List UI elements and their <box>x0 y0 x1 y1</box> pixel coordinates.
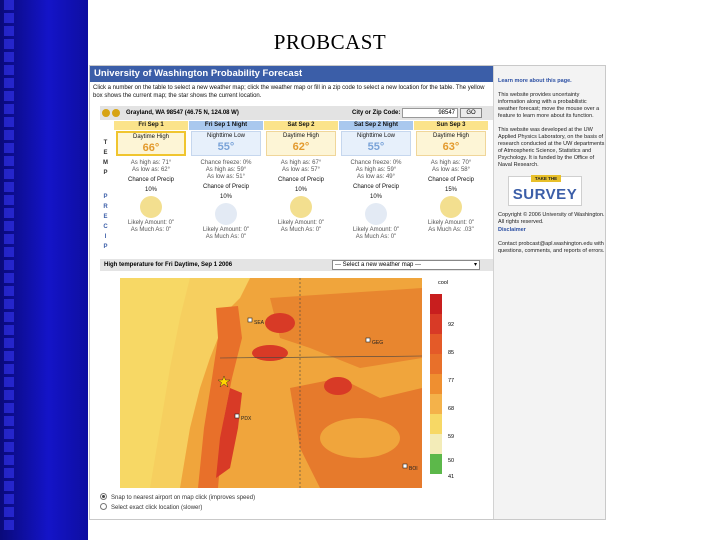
previous-location-icon[interactable] <box>102 109 110 117</box>
temp-value: 62° <box>292 141 310 153</box>
city-label-pdx: PDX <box>241 416 252 422</box>
temp-box[interactable]: Daytime High 66° <box>116 131 186 156</box>
page-header: University of Washington Probability For… <box>90 66 493 82</box>
legend-tick: 85 <box>447 350 455 356</box>
legend-tick: 50 <box>447 458 455 464</box>
temp-value: 55° <box>367 141 385 153</box>
go-button[interactable]: GO <box>460 108 482 118</box>
precip-pie[interactable] <box>365 203 387 225</box>
temp-value: 66° <box>142 142 160 154</box>
radio-button[interactable] <box>100 493 107 500</box>
zip-label: City or Zip Code: <box>352 110 401 116</box>
radio-button[interactable] <box>100 503 107 510</box>
forecast-column[interactable]: Sat Sep 2 Night Nighttime Low 55° Chance… <box>339 121 413 241</box>
sidebar-description: This website provides uncertainty inform… <box>498 92 600 119</box>
temp-box[interactable]: Nighttime Low 55° <box>341 131 411 156</box>
city-label-sea: SEA <box>254 320 265 326</box>
precip-pie[interactable] <box>140 196 162 218</box>
location-star-icon <box>217 375 231 388</box>
temp-box[interactable]: Daytime High 63° <box>416 131 486 156</box>
decorative-squares <box>4 0 18 540</box>
map-title: High temperature for Fri Daytime, Sep 1 … <box>104 262 233 268</box>
slide-side-band <box>0 0 88 540</box>
column-header: Sat Sep 2 Night <box>339 121 413 130</box>
click-mode-radios: Snap to nearest airport on map click (im… <box>100 493 255 513</box>
column-header: Fri Sep 1 <box>114 121 188 130</box>
forecast-column[interactable]: Fri Sep 1 Night Nighttime Low 55° Chance… <box>189 121 263 241</box>
contact-text: Contact probcast@apl.washington.edu with… <box>498 241 605 254</box>
instructions-text: Click a number on the table to select a … <box>93 85 485 99</box>
next-location-icon[interactable] <box>112 109 120 117</box>
legend-tick: 77 <box>447 378 455 384</box>
learn-more-link[interactable]: Learn more about this page. <box>498 78 572 84</box>
probcast-screenshot: University of Washington Probability For… <box>89 65 606 520</box>
chevron-down-icon: ▾ <box>473 262 477 268</box>
legend-unit: cool <box>438 280 449 286</box>
info-sidebar: Learn more about this page. This website… <box>493 66 605 519</box>
legend-tick: 59 <box>447 434 455 440</box>
precip-side-label: P R E C I P <box>103 194 108 250</box>
map-select[interactable]: --- Select a new weather map --- ▾ <box>332 260 480 270</box>
precip-pie[interactable] <box>290 196 312 218</box>
column-header: Sat Sep 2 <box>264 121 338 130</box>
temp-box[interactable]: Nighttime Low 55° <box>191 131 261 156</box>
column-header: Sun Sep 3 <box>414 121 488 130</box>
legend-tick: 92 <box>447 322 455 328</box>
city-label-geg: GEG <box>372 340 383 346</box>
sidebar-credits: This website was developed at the UW App… <box>498 127 605 168</box>
copyright-text: Copyright © 2006 University of Washingto… <box>498 212 605 225</box>
map-title-bar: High temperature for Fri Daytime, Sep 1 … <box>100 259 493 271</box>
legend-tick: 68 <box>447 406 455 412</box>
zip-input[interactable]: 98547 <box>402 108 458 118</box>
forecast-column[interactable]: Sun Sep 3 Daytime High 63° As high as: 7… <box>414 121 488 234</box>
slide-title: PROBCAST <box>273 30 387 54</box>
forecast-column[interactable]: Sat Sep 2 Daytime High 62° As high as: 6… <box>264 121 338 234</box>
temp-side-label: T E M P <box>103 140 108 176</box>
temp-value: 63° <box>442 141 460 153</box>
precip-pie[interactable] <box>215 203 237 225</box>
temp-box[interactable]: Daytime High 62° <box>266 131 336 156</box>
survey-button[interactable]: TAKE THE SURVEY <box>508 175 582 206</box>
weather-map[interactable]: SEA PDX GEG BOI <box>120 278 422 488</box>
legend-color-bar <box>430 294 442 474</box>
city-label-boi: BOI <box>409 466 418 472</box>
location-row: Grayland, WA 98547 (46.75 N, 124.08 W) C… <box>100 106 493 120</box>
legend-tick: 41 <box>447 474 455 480</box>
location-label: Grayland, WA 98547 (46.75 N, 124.08 W) <box>126 110 239 116</box>
temp-value: 55° <box>217 141 235 153</box>
radio-exact-location[interactable]: Select exact click location (slower) <box>100 503 255 513</box>
precip-pie[interactable] <box>440 196 462 218</box>
map-legend: cool 92 85 77 68 59 50 41 <box>428 278 468 480</box>
radio-snap-airport[interactable]: Snap to nearest airport on map click (im… <box>100 493 255 503</box>
column-header: Fri Sep 1 Night <box>189 121 263 130</box>
forecast-column[interactable]: Fri Sep 1 Daytime High 66° As high as: 7… <box>114 121 188 234</box>
disclaimer-link[interactable]: Disclaimer <box>498 227 526 233</box>
temperature-map-graphic[interactable]: SEA PDX GEG BOI <box>120 278 422 488</box>
